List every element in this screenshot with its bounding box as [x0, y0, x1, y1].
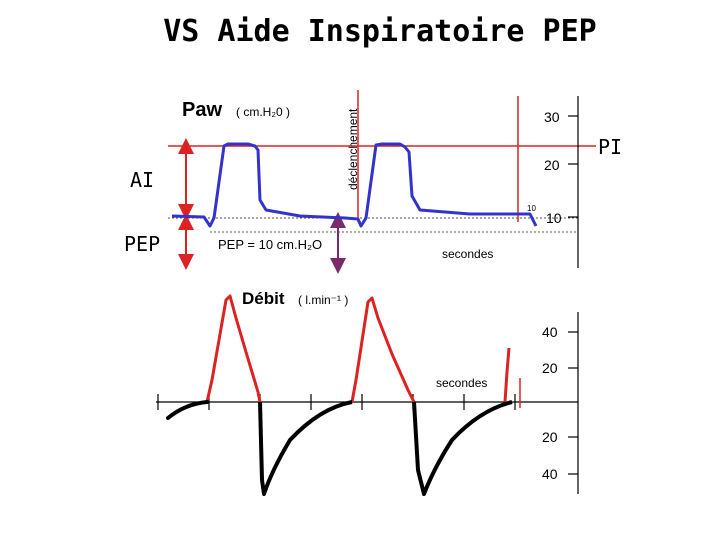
- pressure-tick-30: 30: [544, 109, 560, 125]
- inspiratory-flow-curve-1: [205, 294, 262, 403]
- pep-value-label: PEP = 10 cm.H₂O: [218, 237, 322, 252]
- flow-seconds-label: secondes: [436, 376, 487, 390]
- expiratory-flow-start: [166, 400, 209, 420]
- inspiratory-flow-curve-2: [350, 296, 416, 403]
- flow-tick-40-bottom: 40: [542, 466, 558, 482]
- pressure-tick-10: 10: [546, 210, 562, 226]
- paw-unit-label: ( cm.H₂0 ): [236, 105, 290, 119]
- pep-label: PEP: [124, 232, 160, 256]
- ai-label: AI: [130, 168, 154, 192]
- slide-title: VS Aide Inspiratoire PEP: [163, 14, 597, 49]
- flow-tick-20-bottom: 20: [542, 429, 558, 445]
- debit-unit-label: ( l.min⁻¹ ): [298, 293, 348, 307]
- pressure-seconds-label: secondes: [442, 247, 493, 261]
- pressure-curve: [171, 142, 538, 228]
- expiratory-flow-curve-1: [258, 400, 353, 496]
- flow-tick-40-top: 40: [542, 324, 558, 340]
- paw-label: Paw: [182, 99, 222, 121]
- inspiratory-flow-curve-3: [503, 347, 511, 403]
- pressure-small-mark: 10: [527, 204, 536, 213]
- pressure-panel: Paw ( cm.H₂0 ) AI PEP PI PEP = 10 cm.H₂O…: [124, 90, 622, 274]
- pressure-tick-20: 20: [544, 157, 560, 173]
- expiratory-flow-curve-2: [412, 400, 513, 496]
- flow-tick-20-top: 20: [542, 360, 558, 376]
- debit-label: Débit: [242, 289, 285, 308]
- pi-label: PI: [598, 135, 622, 159]
- flow-panel: Débit ( l.min⁻¹ ) secondes 40 20 20 40: [156, 289, 579, 496]
- trigger-label: déclenchement: [346, 108, 360, 190]
